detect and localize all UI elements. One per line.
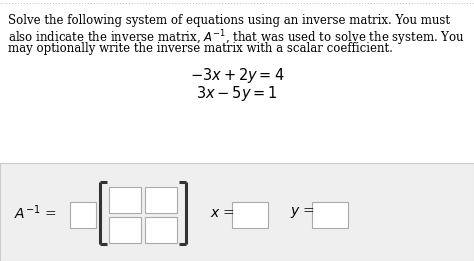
Bar [109, 187, 141, 213]
Text: $-3x+2y = 4$: $-3x+2y = 4$ [190, 66, 284, 85]
Text: $3x-5y = 1$: $3x-5y = 1$ [196, 84, 278, 103]
Bar [70, 202, 96, 228]
Text: $A^{-1}$ =: $A^{-1}$ = [14, 204, 56, 222]
Text: may optionally write the inverse matrix with a scalar coefficient.: may optionally write the inverse matrix … [8, 42, 393, 55]
Bar [0, 163, 474, 261]
Text: $y$ =: $y$ = [290, 205, 315, 221]
Text: $x$ =: $x$ = [210, 206, 235, 220]
Text: also indicate the inverse matrix, $A^{-1}$, that was used to solve the system. Y: also indicate the inverse matrix, $A^{-1… [8, 28, 465, 48]
Bar [145, 187, 177, 213]
Bar [312, 202, 348, 228]
Bar [232, 202, 268, 228]
Text: Solve the following system of equations using an inverse matrix. You must: Solve the following system of equations … [8, 14, 450, 27]
Bar [145, 217, 177, 243]
Bar [109, 217, 141, 243]
